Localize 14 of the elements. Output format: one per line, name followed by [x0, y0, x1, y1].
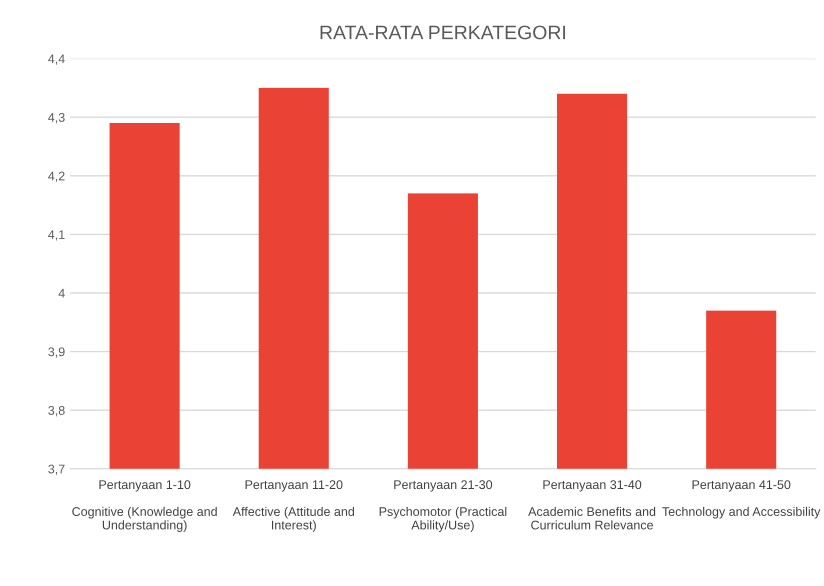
y-tick-label: 3,8	[48, 406, 65, 416]
y-tick-label: 4,1	[48, 230, 65, 241]
category-label: Pertanyaan 21-30 Psychomotor (Practical Ability/Use)	[380, 480, 506, 532]
y-tick-label: 4	[58, 288, 65, 298]
y-tick-label: 4,2	[48, 172, 65, 182]
y-tick-label: 4,3	[48, 113, 65, 124]
chart-title: RATA-RATA PERKATEGORI	[320, 26, 566, 40]
category-label: Pertanyaan 31-40 Academic Benefits and Curriculum Relevance	[528, 480, 656, 530]
category-label: Pertanyaan 1-10 Cognitive (Knowledge and Understanding)	[72, 480, 217, 532]
category-label: Pertanyaan 11-20 Affective (Attitude and Interest)	[232, 480, 354, 532]
y-tick-label: 3,9	[48, 347, 65, 358]
y-tick-label: 4,4	[48, 54, 65, 65]
y-tick-label: 3,7	[48, 464, 65, 475]
category-label: Pertanyaan 41-50 Technology and Accessibility	[662, 480, 820, 518]
